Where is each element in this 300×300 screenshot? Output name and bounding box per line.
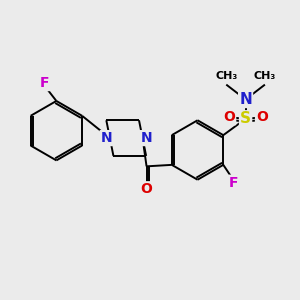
Text: O: O: [223, 110, 235, 124]
Text: O: O: [141, 182, 152, 196]
Text: CH₃: CH₃: [215, 71, 237, 81]
Text: CH₃: CH₃: [254, 71, 276, 81]
Text: S: S: [240, 111, 251, 126]
Text: N: N: [239, 92, 252, 107]
Text: F: F: [40, 76, 49, 90]
Text: O: O: [256, 110, 268, 124]
Text: N: N: [140, 131, 152, 145]
Text: N: N: [100, 131, 112, 145]
Text: F: F: [229, 176, 238, 190]
